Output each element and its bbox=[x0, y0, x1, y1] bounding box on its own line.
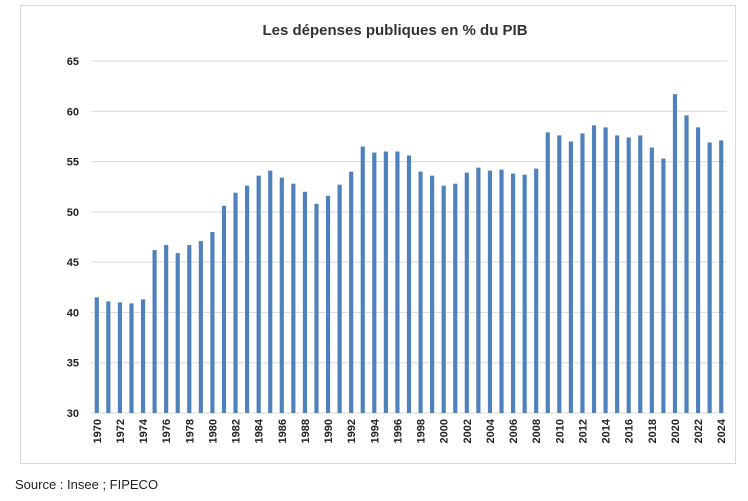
x-tick-label: 2004 bbox=[485, 418, 497, 443]
x-tick-label: 2022 bbox=[693, 419, 705, 443]
bar-2017 bbox=[638, 135, 643, 413]
x-tick-label: 1978 bbox=[184, 419, 196, 443]
bar-2016 bbox=[626, 137, 631, 414]
bar-2022 bbox=[696, 127, 701, 414]
x-tick-label: 1996 bbox=[392, 419, 404, 443]
x-tick-label: 2010 bbox=[554, 419, 566, 443]
x-tick-label: 1994 bbox=[369, 418, 381, 443]
bar-1974 bbox=[140, 299, 146, 413]
bar-1976 bbox=[164, 245, 169, 413]
bar-2005 bbox=[499, 169, 504, 413]
bar-1999 bbox=[430, 175, 435, 413]
x-tick-label: 1982 bbox=[231, 419, 243, 443]
bar-2004 bbox=[487, 170, 493, 413]
bar-1987 bbox=[291, 183, 296, 413]
x-tick-label: 1990 bbox=[323, 419, 335, 443]
bar-2009 bbox=[545, 132, 550, 414]
x-tick-label: 2016 bbox=[624, 419, 636, 443]
x-tick-label: 1986 bbox=[277, 419, 289, 443]
bar-2020 bbox=[672, 94, 678, 413]
bar-2015 bbox=[615, 135, 620, 413]
x-tick-label: 2000 bbox=[439, 419, 451, 443]
bar-2023 bbox=[707, 142, 712, 413]
chart-title: Les dépenses publiques en % du PIB bbox=[262, 22, 527, 39]
bar-2003 bbox=[476, 167, 481, 413]
bar-2019 bbox=[661, 158, 666, 413]
bar-1981 bbox=[221, 205, 227, 413]
x-tick-label: 2020 bbox=[670, 419, 682, 443]
bar-1977 bbox=[175, 253, 180, 413]
y-tick-label: 45 bbox=[67, 257, 79, 269]
y-tick-label: 60 bbox=[67, 106, 79, 118]
bar-2000 bbox=[441, 185, 446, 413]
bar-1991 bbox=[337, 184, 342, 413]
bar-1985 bbox=[268, 170, 273, 413]
chart-frame: Les dépenses publiques en % du PIB 30 35 4… bbox=[20, 5, 736, 464]
bar-1971 bbox=[106, 301, 111, 413]
bar-2001 bbox=[453, 183, 458, 413]
y-tick-label: 65 bbox=[67, 56, 79, 68]
bar-2014 bbox=[603, 127, 608, 414]
y-axis-ticks: 30 35 40 45 50 55 60 65 bbox=[67, 56, 79, 420]
bar-1988 bbox=[302, 191, 308, 413]
bar-2018 bbox=[649, 147, 654, 413]
bar-1980 bbox=[210, 231, 215, 413]
bar-1983 bbox=[245, 185, 250, 413]
bar-chart: Les dépenses publiques en % du PIB 30 35 4… bbox=[67, 22, 728, 443]
bar-1994 bbox=[372, 152, 377, 413]
x-tick-label: 2012 bbox=[577, 419, 589, 443]
bar-1975 bbox=[152, 250, 157, 413]
bar-2006 bbox=[510, 173, 516, 413]
x-tick-label: 1992 bbox=[346, 419, 358, 443]
x-axis-ticks: 1970 1972 1974 1976 1978 1980 1982 1984 1986 1988… bbox=[92, 418, 728, 443]
x-tick-label: 1998 bbox=[416, 419, 428, 443]
x-tick-label: 2006 bbox=[508, 419, 520, 443]
source-note: Source : Insee ; FIPECO bbox=[15, 477, 159, 492]
bar-1986 bbox=[279, 177, 284, 413]
bar-2010 bbox=[557, 135, 562, 413]
x-tick-label: 2008 bbox=[531, 419, 543, 443]
y-tick-label: 30 bbox=[67, 408, 79, 420]
bar-1970 bbox=[94, 297, 99, 413]
bar-2021 bbox=[684, 115, 689, 414]
x-tick-label: 1976 bbox=[161, 419, 173, 443]
bar-1995 bbox=[383, 151, 388, 413]
x-tick-label: 2018 bbox=[647, 419, 659, 443]
x-tick-label: 2014 bbox=[601, 418, 613, 443]
bar-2007 bbox=[522, 174, 527, 413]
y-tick-label: 40 bbox=[67, 307, 79, 319]
bar-1989 bbox=[314, 203, 319, 413]
bar-2012 bbox=[580, 133, 585, 413]
x-tick-label: 1970 bbox=[92, 419, 104, 443]
bar-1992 bbox=[349, 171, 354, 413]
x-tick-label: 2024 bbox=[716, 418, 728, 443]
bar-2024 bbox=[719, 140, 724, 414]
bar-1998 bbox=[418, 171, 423, 413]
x-tick-label: 1984 bbox=[254, 418, 266, 443]
bar-2013 bbox=[591, 125, 597, 413]
bar-1973 bbox=[129, 303, 134, 413]
bar-2008 bbox=[534, 168, 539, 413]
bar-1993 bbox=[360, 146, 365, 413]
bar-1984 bbox=[256, 175, 261, 413]
bar-1979 bbox=[198, 241, 203, 413]
x-tick-label: 1974 bbox=[138, 418, 150, 443]
x-tick-label: 2002 bbox=[462, 419, 474, 443]
bar-1972 bbox=[117, 302, 122, 413]
bar-1996 bbox=[395, 151, 400, 413]
bar-2011 bbox=[568, 141, 573, 413]
bar-1990 bbox=[325, 195, 331, 413]
bars bbox=[94, 94, 724, 414]
bar-1978 bbox=[187, 245, 192, 413]
bar-2002 bbox=[464, 172, 469, 413]
bar-1997 bbox=[406, 155, 412, 413]
x-tick-label: 1988 bbox=[300, 419, 312, 443]
bar-1982 bbox=[233, 192, 238, 413]
y-tick-label: 35 bbox=[67, 358, 79, 370]
y-tick-label: 55 bbox=[67, 157, 79, 169]
y-tick-label: 50 bbox=[67, 207, 79, 219]
x-tick-label: 1972 bbox=[115, 419, 127, 443]
x-tick-label: 1980 bbox=[207, 419, 219, 443]
